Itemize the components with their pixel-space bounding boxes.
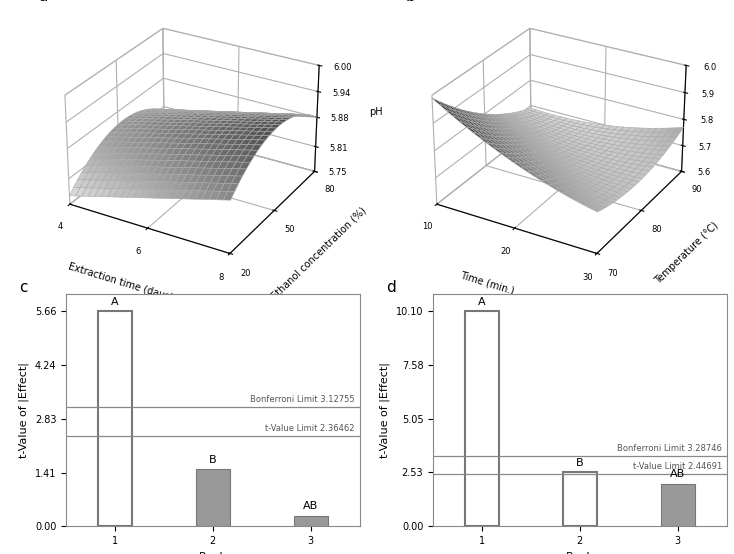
Text: c: c [19, 280, 28, 295]
X-axis label: Rank: Rank [199, 552, 227, 554]
Y-axis label: Ethanol concentration (%): Ethanol concentration (%) [270, 205, 368, 301]
Text: a: a [38, 0, 48, 4]
Text: b: b [405, 0, 415, 4]
Y-axis label: t-Value of |Effect|: t-Value of |Effect| [379, 362, 390, 458]
Bar [661, 484, 695, 526]
Bar [465, 311, 499, 526]
Bar [98, 311, 132, 526]
Text: t-Value Limit 2.44691: t-Value Limit 2.44691 [633, 462, 722, 471]
Text: AB: AB [670, 469, 686, 479]
Text: AB: AB [303, 501, 319, 511]
X-axis label: Extraction time (days): Extraction time (days) [67, 262, 174, 304]
Text: A: A [111, 296, 119, 306]
Bar [196, 469, 230, 526]
Text: B: B [576, 458, 584, 468]
Text: d: d [386, 280, 396, 295]
Text: t-Value Limit 2.36462: t-Value Limit 2.36462 [265, 424, 355, 433]
Bar [563, 473, 597, 526]
Text: A: A [478, 296, 486, 306]
Bar [294, 516, 328, 526]
Text: B: B [209, 455, 217, 465]
Text: Bonferroni Limit 3.12755: Bonferroni Limit 3.12755 [250, 395, 355, 404]
X-axis label: Time (min.): Time (min.) [459, 270, 515, 296]
Y-axis label: t-Value of |Effect|: t-Value of |Effect| [19, 362, 29, 458]
Text: Bonferroni Limit 3.28746: Bonferroni Limit 3.28746 [617, 444, 722, 453]
X-axis label: Rank: Rank [566, 552, 594, 554]
Y-axis label: Temperature (°C): Temperature (°C) [653, 220, 720, 286]
